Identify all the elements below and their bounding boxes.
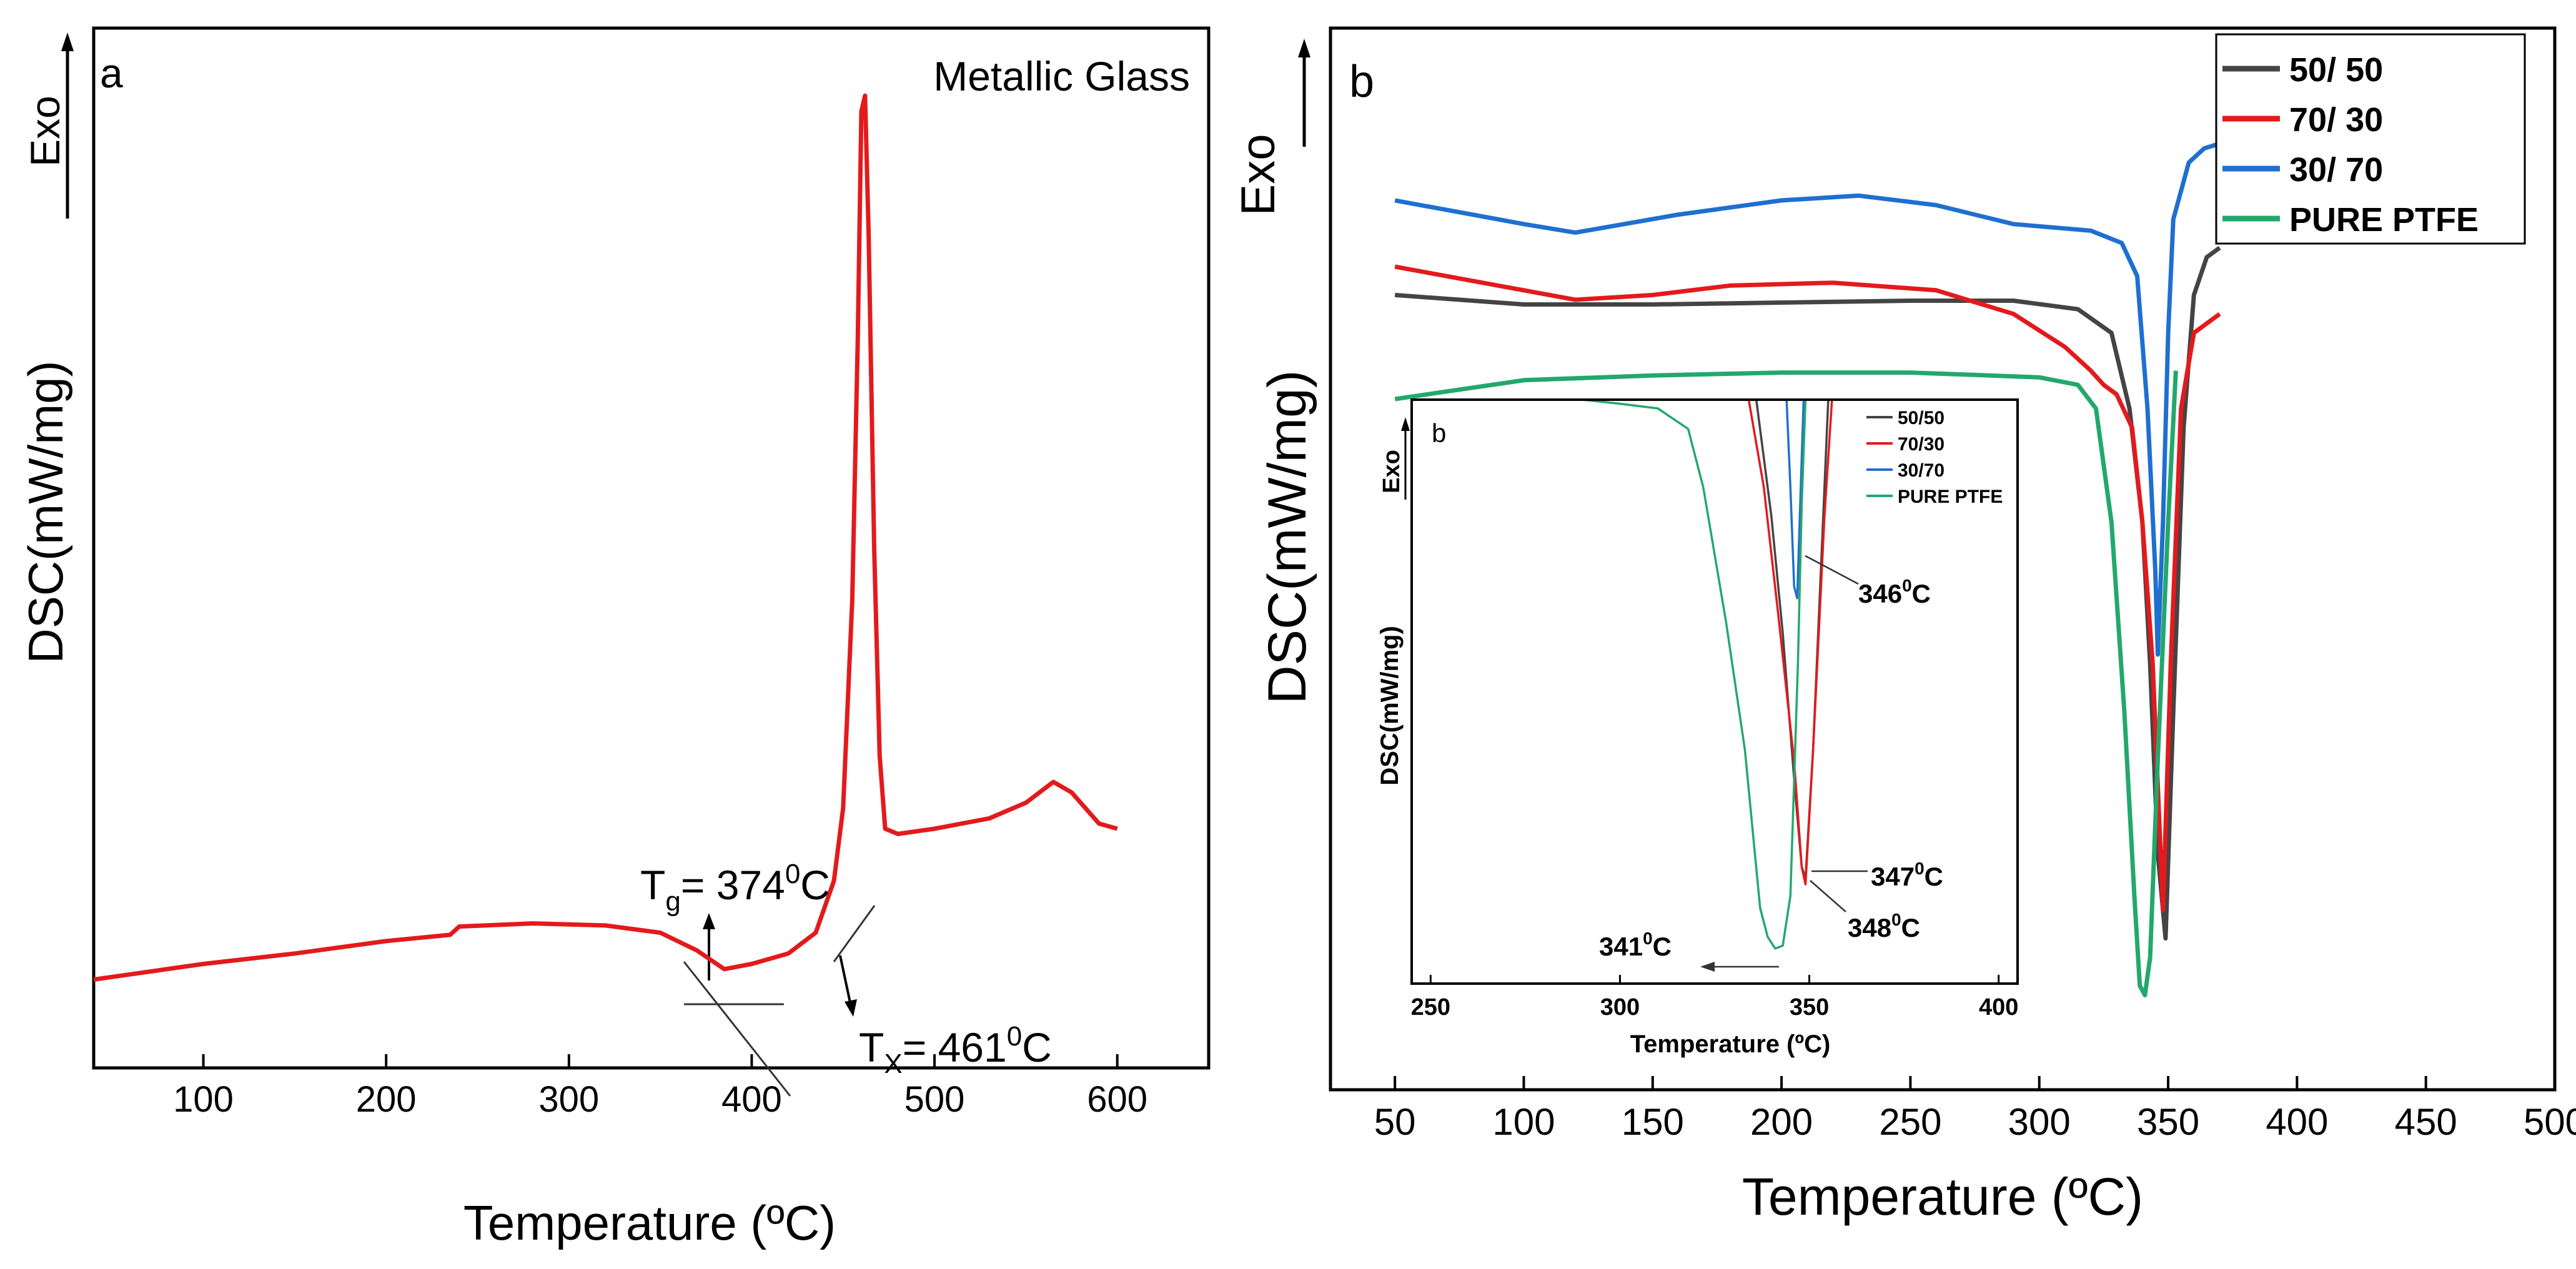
inset-x-tick-label-300: 300 bbox=[1600, 994, 1640, 1020]
panel-a: a Metallic Glass Exo DSC(mW/mg) 100 200 30… bbox=[18, 26, 1211, 1250]
panel-b-series-1 bbox=[1394, 264, 2221, 912]
panel-b-legend-label-3: PURE PTFE bbox=[2289, 201, 2479, 239]
inset-exo-label: Exo bbox=[1379, 450, 1405, 493]
panel-b-series-3 bbox=[1394, 370, 2178, 997]
inset-348-label: 3480C bbox=[1848, 910, 1920, 942]
inset-legend: 50/50 70/30 30/70 PURE PTFE bbox=[1866, 408, 2003, 507]
panel-b-legend-label-2: 30/ 70 bbox=[2289, 151, 2383, 189]
panel-b-x-tick-label-50: 50 bbox=[1374, 1101, 1416, 1143]
panel-a-tx-annotation: TX= 4610C bbox=[859, 1021, 1052, 1079]
panel-b-x-tick-label-400: 400 bbox=[2266, 1101, 2328, 1143]
panel-b-legend-entries: 50/ 50 70/ 30 30/ 70 PURE PTFE bbox=[2222, 51, 2479, 239]
panel-a-x-ticks: 100 200 300 400 500 600 bbox=[173, 1054, 1147, 1120]
inset-341-label: 3410C bbox=[1599, 929, 1672, 961]
panel-a-xlabel: Temperature (ºC) bbox=[463, 1195, 836, 1250]
panel-a-tx-arrow bbox=[839, 955, 857, 1017]
inset-frame bbox=[1410, 398, 2019, 985]
inset-legend-label-1: 70/30 bbox=[1898, 434, 1944, 455]
panel-a-ylabel: DSC(mW/mg) bbox=[18, 360, 73, 663]
panel-b-x-tick-label-350: 350 bbox=[2137, 1101, 2199, 1143]
inset-x-ticks: 250 300 350 400 bbox=[1411, 975, 2018, 1020]
panel-a-label: a bbox=[100, 50, 123, 96]
panel-b-x-tick-label-250: 250 bbox=[1879, 1101, 1941, 1143]
panel-a-x-tick-label-400: 400 bbox=[721, 1079, 782, 1120]
panel-b-x-tick-label-150: 150 bbox=[1622, 1101, 1684, 1143]
panel-b-x-tick-label-500: 500 bbox=[2524, 1101, 2576, 1143]
panel-a-x-tick-label-600: 600 bbox=[1087, 1079, 1147, 1120]
inset-series-2 bbox=[1785, 401, 1805, 600]
inset-series-3 bbox=[1583, 401, 1807, 950]
panel-a-x-tick-label-200: 200 bbox=[356, 1079, 417, 1120]
panel-a-tangent-lines bbox=[683, 905, 876, 1097]
panel-a-title: Metallic Glass bbox=[933, 53, 1190, 99]
inset-leader-lines bbox=[1708, 555, 1868, 968]
inset-panel-label: b bbox=[1432, 418, 1446, 448]
panel-a-exo-arrow bbox=[61, 32, 74, 219]
panel-b-series bbox=[1394, 141, 2221, 997]
panel-b-inset: b Exo DSC(mW/mg) 250 300 350 400 Temperatur… bbox=[1376, 398, 2019, 1058]
inset-346-label: 3460C bbox=[1858, 576, 1931, 608]
panel-a-x-tick-label-500: 500 bbox=[904, 1079, 965, 1120]
panel-a-series bbox=[93, 93, 1118, 982]
panel-a-exo-label: Exo bbox=[22, 96, 68, 167]
inset-ylabel: DSC(mW/mg) bbox=[1376, 626, 1404, 786]
inset-x-tick-label-400: 400 bbox=[1979, 994, 2018, 1020]
panel-b-xlabel: Temperature (ºC) bbox=[1742, 1167, 2143, 1226]
panel-b-legend-label-0: 50/ 50 bbox=[2289, 51, 2383, 89]
panel-a-tg-arrow bbox=[703, 913, 715, 980]
inset-legend-label-2: 30/70 bbox=[1898, 460, 1944, 481]
panel-b-frame bbox=[1329, 26, 2557, 1092]
panel-a-x-tick-label-300: 300 bbox=[538, 1079, 599, 1120]
panel-a-tg-annotation: Tg= 3740C bbox=[640, 859, 830, 917]
inset-x-tick-label-250: 250 bbox=[1411, 994, 1450, 1020]
panel-b-exo-arrow bbox=[1298, 39, 1310, 147]
inset-x-tick-label-350: 350 bbox=[1790, 994, 1829, 1020]
panel-b-x-tick-label-300: 300 bbox=[2008, 1101, 2071, 1143]
panel-b-x-tick-label-200: 200 bbox=[1750, 1101, 1813, 1143]
inset-347-label: 3470C bbox=[1871, 859, 1943, 891]
panel-a-x-tick-label-100: 100 bbox=[173, 1079, 234, 1120]
panel-b-ylabel: DSC(mW/mg) bbox=[1257, 370, 1317, 704]
panel-b-x-tick-label-100: 100 bbox=[1492, 1101, 1555, 1143]
inset-legend-label-0: 50/50 bbox=[1898, 408, 1944, 428]
panel-b-label: b bbox=[1349, 57, 1374, 107]
panel-b-exo-label: Exo bbox=[1232, 134, 1285, 216]
inset-series-1 bbox=[1748, 401, 1833, 886]
panel-b-series-2 bbox=[1394, 141, 2221, 657]
panel-b-legend: 50/ 50 70/ 30 30/ 70 PURE PTFE bbox=[2215, 33, 2526, 245]
inset-341-arrowhead bbox=[1700, 962, 1715, 972]
panel-a-frame bbox=[92, 26, 1211, 1070]
panel-b: b Exo DSC(mW/mg) 50 100 150 200 250 300 350 400… bbox=[1232, 26, 2576, 1226]
panel-a-series-0 bbox=[93, 93, 1118, 982]
panel-b-x-tick-label-450: 450 bbox=[2395, 1101, 2457, 1143]
panel-b-legend-label-1: 70/ 30 bbox=[2289, 101, 2383, 139]
inset-series bbox=[1583, 401, 1833, 950]
panel-b-x-ticks: 50 100 150 200 250 300 350 400 450 500 bbox=[1374, 1076, 2576, 1143]
inset-exo-arrow bbox=[1401, 417, 1410, 500]
inset-legend-label-3: PURE PTFE bbox=[1898, 486, 2003, 507]
inset-xlabel: Temperature (ºC) bbox=[1630, 1030, 1831, 1058]
